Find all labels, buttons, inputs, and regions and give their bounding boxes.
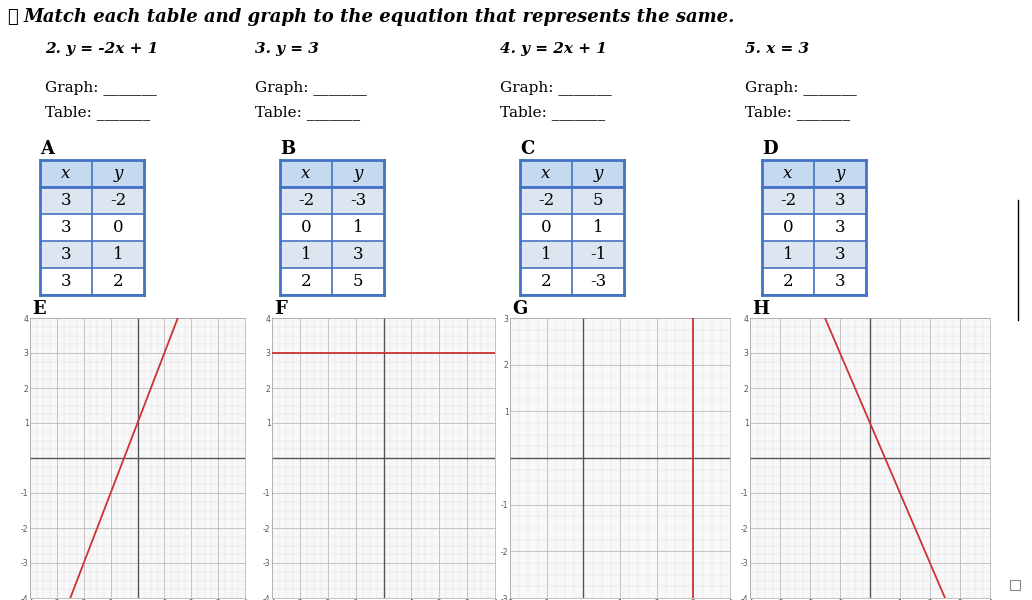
Text: 5: 5	[592, 192, 604, 209]
Text: F: F	[275, 300, 287, 318]
Text: 4. y = 2x + 1: 4. y = 2x + 1	[499, 42, 607, 56]
Bar	[762, 187, 866, 214]
Text: y: y	[835, 165, 844, 182]
Text: 3: 3	[835, 273, 845, 290]
Bar	[280, 214, 384, 241]
Text: 1: 1	[353, 219, 363, 236]
Text: 5. x = 3: 5. x = 3	[745, 42, 809, 56]
Bar	[762, 241, 866, 268]
Bar	[280, 160, 384, 187]
Text: 2: 2	[112, 273, 123, 290]
Text: 3: 3	[835, 192, 845, 209]
Text: Graph: _______: Graph: _______	[745, 80, 857, 95]
Bar	[40, 187, 144, 214]
Text: 1: 1	[112, 246, 123, 263]
Text: y: y	[593, 165, 603, 182]
Text: Table: _______: Table: _______	[255, 105, 360, 120]
Text: 3: 3	[61, 219, 71, 236]
Text: y: y	[114, 165, 123, 182]
Bar	[1010, 580, 1020, 590]
Text: 1: 1	[782, 246, 794, 263]
Text: -3: -3	[590, 273, 606, 290]
Text: -2: -2	[538, 192, 554, 209]
Text: 3: 3	[61, 273, 71, 290]
Text: 0: 0	[300, 219, 312, 236]
Text: 3: 3	[835, 246, 845, 263]
Text: D: D	[762, 140, 778, 158]
Text: B: B	[280, 140, 295, 158]
Bar	[762, 268, 866, 295]
Text: Table: _______: Table: _______	[745, 105, 850, 120]
Bar	[40, 160, 144, 187]
Bar	[40, 214, 144, 241]
Text: 5: 5	[353, 273, 363, 290]
Text: H: H	[752, 300, 769, 318]
Text: E: E	[32, 300, 45, 318]
Text: y: y	[353, 165, 362, 182]
Text: Match each table and graph to the equation that represents the same.: Match each table and graph to the equati…	[24, 8, 736, 26]
Bar	[520, 214, 624, 241]
Text: -3: -3	[350, 192, 366, 209]
Bar	[520, 241, 624, 268]
Bar	[40, 268, 144, 295]
Text: Graph: _______: Graph: _______	[255, 80, 366, 95]
Text: 2: 2	[300, 273, 312, 290]
Text: 2. y = -2x + 1: 2. y = -2x + 1	[45, 42, 158, 56]
Bar	[280, 241, 384, 268]
Text: G: G	[512, 300, 527, 318]
Text: -2: -2	[298, 192, 314, 209]
Text: -2: -2	[780, 192, 796, 209]
Bar	[520, 160, 624, 187]
Bar	[280, 268, 384, 295]
Text: A: A	[40, 140, 54, 158]
Text: 3: 3	[61, 246, 71, 263]
Text: x: x	[61, 165, 70, 182]
Text: 2: 2	[782, 273, 794, 290]
Text: 3: 3	[353, 246, 363, 263]
Bar	[280, 187, 384, 214]
Text: 2: 2	[541, 273, 551, 290]
Text: 3. y = 3: 3. y = 3	[255, 42, 319, 56]
Text: -1: -1	[590, 246, 606, 263]
Text: 1: 1	[541, 246, 551, 263]
Text: 0: 0	[782, 219, 794, 236]
Text: Graph: _______: Graph: _______	[45, 80, 157, 95]
Text: Graph: _______: Graph: _______	[499, 80, 612, 95]
Text: 3: 3	[61, 192, 71, 209]
Text: Table: _______: Table: _______	[45, 105, 150, 120]
Text: ✚: ✚	[7, 8, 18, 26]
Text: 3: 3	[835, 219, 845, 236]
Bar	[40, 241, 144, 268]
Bar	[762, 214, 866, 241]
Text: x: x	[301, 165, 311, 182]
Text: 1: 1	[592, 219, 604, 236]
Text: C: C	[520, 140, 535, 158]
Text: -2: -2	[109, 192, 126, 209]
Text: 1: 1	[300, 246, 312, 263]
Text: 0: 0	[541, 219, 551, 236]
Text: 0: 0	[112, 219, 123, 236]
Text: x: x	[783, 165, 793, 182]
Text: x: x	[542, 165, 551, 182]
Text: Table: _______: Table: _______	[499, 105, 605, 120]
Bar	[520, 187, 624, 214]
Bar	[520, 268, 624, 295]
Bar	[762, 160, 866, 187]
